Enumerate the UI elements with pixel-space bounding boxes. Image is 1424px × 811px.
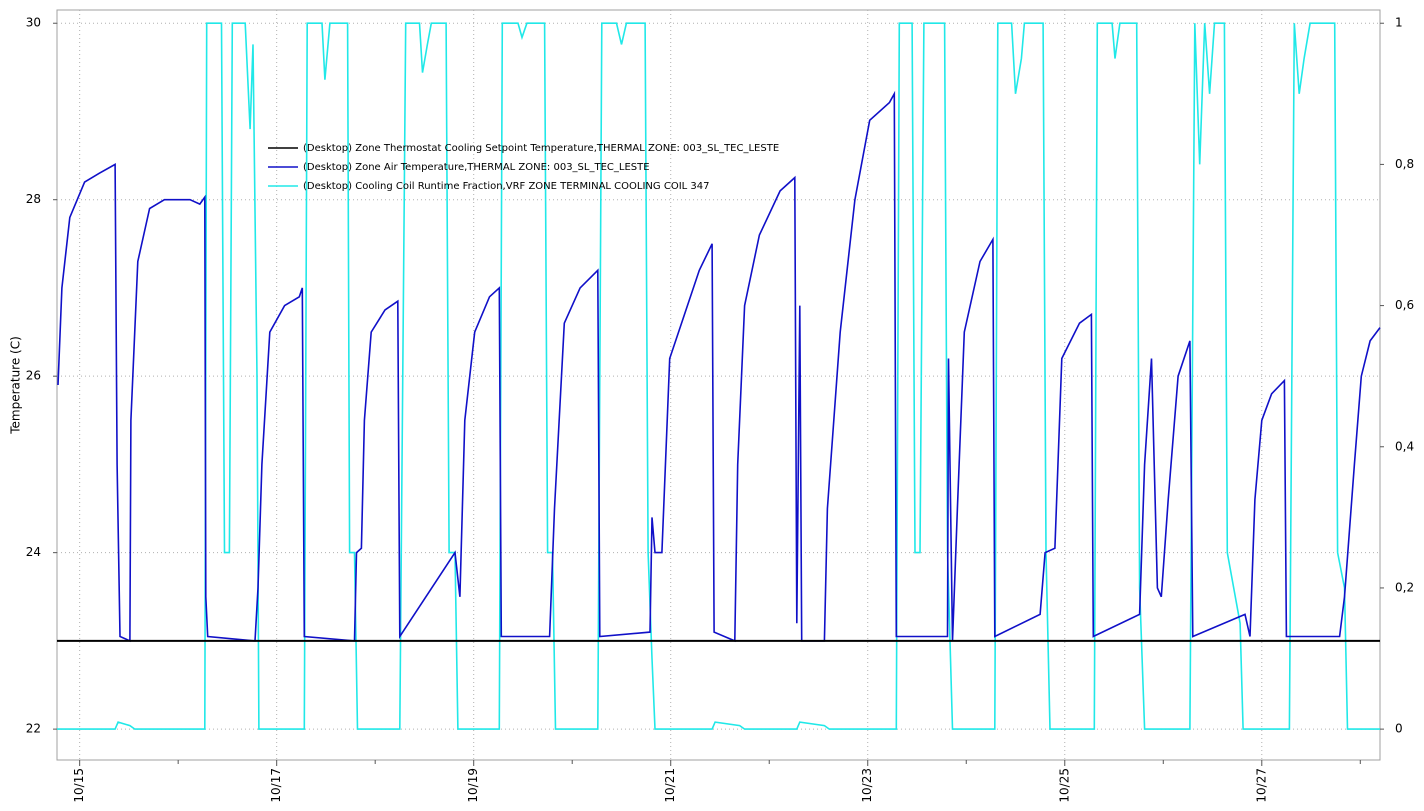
y2-tick-label: 0 <box>1395 722 1403 736</box>
y2-tick-label: 0,2 <box>1395 580 1414 594</box>
x-tick-label: 10/15 <box>72 768 86 803</box>
x-tick-label: 10/17 <box>269 768 283 803</box>
series-line <box>57 90 1381 643</box>
y-tick-label: 24 <box>26 545 41 559</box>
series-line <box>57 22 1380 730</box>
y2-tick-label: 0,4 <box>1395 439 1414 453</box>
x-tick-label: 10/19 <box>466 768 480 803</box>
y-tick-label: 22 <box>26 722 41 736</box>
y-tick-label: 28 <box>26 192 41 206</box>
y-tick-label: 26 <box>26 369 41 383</box>
y2-tick-label: 0,6 <box>1395 298 1414 312</box>
y2-tick-label: 1 <box>1395 16 1403 30</box>
y-tick-label: 30 <box>26 16 41 30</box>
x-tick-label: 10/27 <box>1254 768 1268 803</box>
x-tick-label: 10/23 <box>860 768 874 803</box>
y-axis-label: Temperature (C) <box>9 336 23 435</box>
x-tick-label: 10/21 <box>663 768 677 803</box>
legend-text: (Desktop) Zone Air Temperature,THERMAL Z… <box>303 162 650 173</box>
legend-text: (Desktop) Cooling Coil Runtime Fraction,… <box>303 181 709 192</box>
y2-tick-label: 0,8 <box>1395 157 1414 171</box>
x-tick-label: 10/25 <box>1057 768 1071 803</box>
plot-frame <box>56 9 1381 761</box>
legend-text: (Desktop) Zone Thermostat Cooling Setpoi… <box>303 143 779 154</box>
